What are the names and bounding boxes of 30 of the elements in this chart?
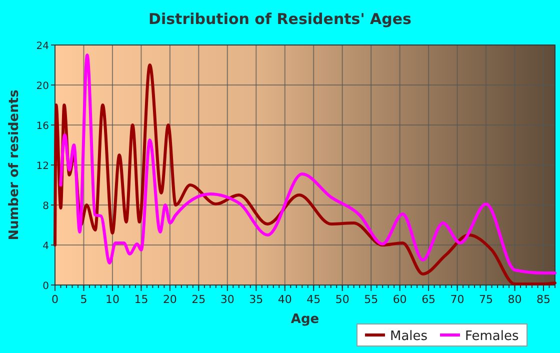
- x-tick-label: 25: [192, 293, 206, 306]
- y-tick-label: 0: [42, 281, 49, 292]
- y-axis-title: Number of residents: [7, 89, 22, 240]
- y-tick-label: 24: [36, 41, 49, 52]
- x-tick-label: 55: [364, 293, 378, 306]
- x-tick-label: 20: [162, 293, 177, 306]
- x-tick-label: 0: [52, 293, 58, 306]
- x-tick-label: 75: [479, 293, 494, 306]
- chart-title: Distribution of Residents' Ages: [148, 10, 412, 28]
- legend-label: Males: [390, 329, 428, 344]
- y-tick-label: 16: [36, 121, 49, 132]
- x-tick-label: 40: [278, 293, 292, 306]
- x-tick-label: 85: [536, 293, 551, 306]
- x-tick-label: 10: [105, 293, 120, 306]
- x-axis-title: Age: [290, 312, 320, 327]
- y-tick-label: 20: [36, 81, 49, 92]
- x-tick-label: 80: [508, 293, 522, 306]
- x-tick-label: 70: [450, 293, 464, 306]
- x-tick-label: 45: [306, 293, 321, 306]
- x-tick-label: 15: [134, 293, 148, 306]
- legend-label: Females: [465, 329, 520, 344]
- y-tick-label: 4: [42, 241, 49, 252]
- x-tick-label: 50: [335, 293, 350, 306]
- x-tick-label: 65: [422, 293, 436, 306]
- x-tick-label: 5: [80, 293, 88, 306]
- y-tick-label: 8: [42, 201, 49, 212]
- x-tick-label: 35: [249, 293, 264, 306]
- y-tick-label: 12: [36, 161, 49, 172]
- x-tick-label: 60: [392, 293, 407, 306]
- x-tick-label: 30: [220, 293, 234, 306]
